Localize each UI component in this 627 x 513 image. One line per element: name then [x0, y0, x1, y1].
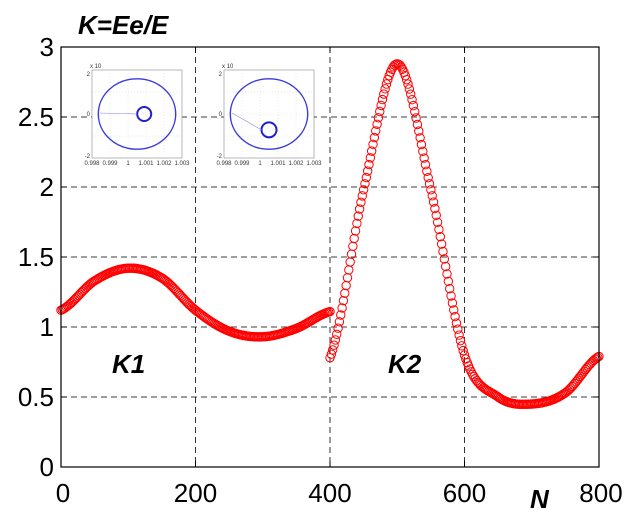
inset-y-exponent: x 10: [222, 64, 234, 70]
inset-y-tick: -2: [217, 154, 223, 160]
x-tick-label: 0: [56, 478, 70, 508]
x-tick-label: 200: [174, 478, 217, 508]
y-tick-label: 1: [40, 312, 54, 342]
y-tick-label: 2.5: [18, 102, 54, 132]
y-tick-label: 0: [40, 452, 54, 482]
x-tick-label: 800: [579, 478, 622, 508]
y-tick-label: 1.5: [18, 242, 54, 272]
inset-x-tick: 0.998: [216, 161, 232, 167]
inset-x-tick: 0.998: [84, 161, 100, 167]
inset-x-tick: 1.001: [270, 161, 286, 167]
annotation-k2: K2: [388, 349, 422, 379]
y-tick-label: 2: [40, 172, 54, 202]
inset-x-tick: 1.002: [156, 161, 172, 167]
inset-x-tick: 1.003: [306, 161, 322, 167]
inset-x-tick: 0.999: [234, 161, 250, 167]
x-tick-label: 600: [443, 478, 486, 508]
inset-panel-2: x 1020-20.998 0.999 1 1.001 1.002 1.003: [216, 64, 322, 167]
inset-x-tick: 1.003: [174, 161, 190, 167]
inset-panel-1: x 10 2 0 -20.998 0.999 1 1.001 1.002 1.003: [84, 64, 190, 167]
y-tick-label: 0.5: [18, 382, 54, 412]
inset-x-tick: 1.001: [138, 161, 154, 167]
y-axis-title: K=Ee/E: [78, 10, 169, 40]
x-tick-label: 400: [308, 478, 351, 508]
inset-x-tick: 0.999: [102, 161, 118, 167]
y-tick-label: 3: [40, 32, 54, 62]
annotation-k1: K1: [112, 349, 145, 379]
inset-y-exponent: x 10: [90, 64, 102, 70]
x-axis-title: N: [530, 484, 550, 513]
inset-y-tick: -2: [85, 154, 91, 160]
inset-x-tick: 1.002: [288, 161, 304, 167]
